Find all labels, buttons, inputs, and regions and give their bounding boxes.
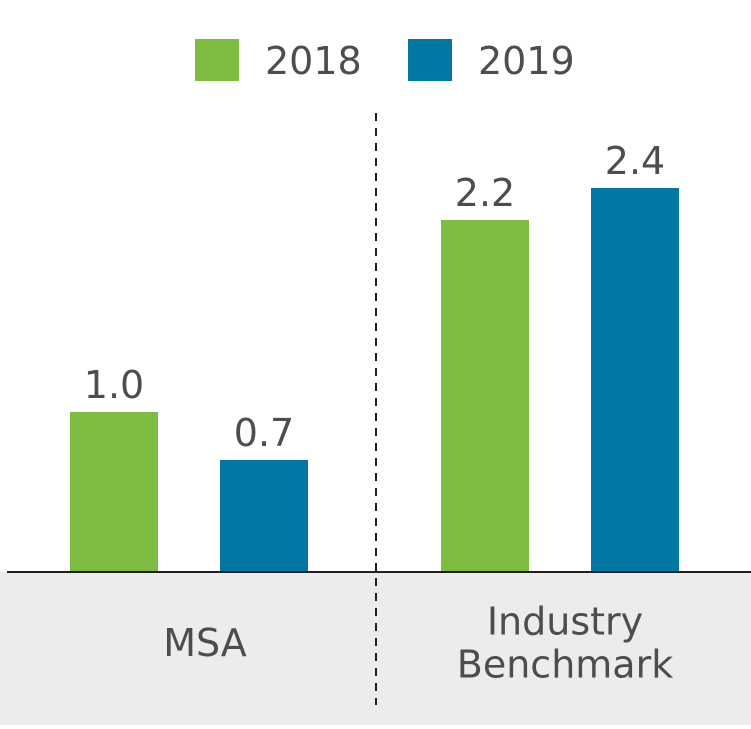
legend: 2018 2019 (195, 39, 575, 83)
category-label-0-line-0: MSA (163, 621, 247, 665)
bar-2018-1 (441, 220, 529, 572)
category-label-1-line-0: Industry (487, 600, 643, 644)
bars (70, 188, 679, 572)
data-label-2019-1: 2.4 (605, 139, 665, 183)
legend-swatch-2018 (195, 39, 239, 81)
category-label-1-line-1: Benchmark (457, 643, 673, 687)
bar-2019-0 (220, 460, 308, 572)
value-labels: 1.0 2.2 0.7 2.4 (84, 139, 665, 455)
legend-label-2018: 2018 (265, 39, 362, 83)
bar-2018-0 (70, 412, 158, 572)
legend-label-2019: 2019 (478, 39, 575, 83)
data-label-2018-1: 2.2 (455, 171, 515, 215)
data-label-2018-0: 1.0 (84, 363, 144, 407)
data-label-2019-0: 0.7 (234, 411, 294, 455)
legend-swatch-2019 (408, 39, 452, 81)
bar-2019-1 (591, 188, 679, 572)
